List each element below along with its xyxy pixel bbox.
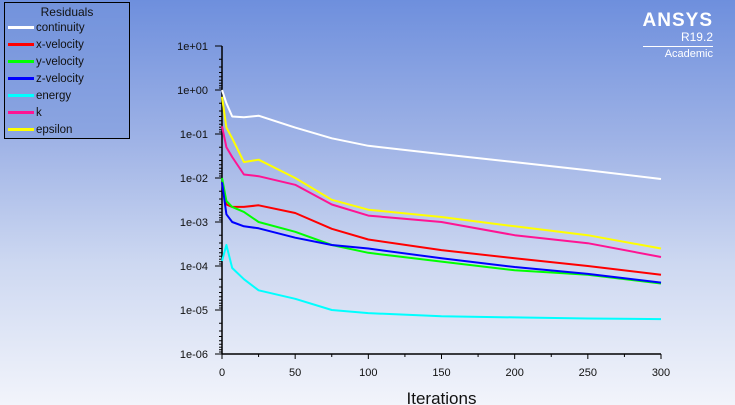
legend-label: continuity [36,21,85,34]
legend-item-k: k [5,104,129,121]
logo-brand: ANSYS [642,10,713,31]
logo-edition: Academic [642,46,713,60]
legend-swatch [8,77,34,80]
legend-label: y-velocity [36,55,84,68]
x-tick-label: 100 [359,367,377,379]
legend: Residuals continuity x-velocity y-velocity… [4,2,130,139]
y-tick-label: 1e-03 [180,217,208,229]
legend-label: energy [36,89,72,102]
legend-title: Residuals [40,5,94,19]
legend-label: k [36,106,42,119]
logo-version: R19.2 [680,30,713,44]
series-line-continuity [221,89,662,180]
y-tick-label: 1e-01 [180,129,208,141]
legend-swatch [8,128,34,131]
ansys-logo: ANSYS R19.2 Academic [642,10,713,60]
x-tick-label: 150 [432,367,450,379]
series-line-k [221,126,662,258]
series-line-y-velocity [221,177,662,285]
legend-label: x-velocity [36,38,84,51]
legend-swatch [8,94,34,97]
y-tick-label: 1e+01 [177,41,208,53]
y-tick-label: 1e-04 [180,261,208,273]
x-tick-label: 300 [652,367,670,379]
legend-swatch [8,60,34,63]
legend-label: epsilon [36,123,73,136]
y-tick-label: 1e-02 [180,173,208,185]
legend-item-continuity: continuity [5,19,129,36]
series-line-z-velocity [221,182,662,284]
y-tick-label: 1e-06 [180,349,208,361]
series-line-epsilon [221,96,662,250]
legend-item-epsilon: epsilon [5,121,129,138]
series-line-energy [221,244,662,321]
x-axis-label: Iterations [407,389,477,405]
y-tick-label: 1e-05 [180,305,208,317]
legend-item-z-velocity: z-velocity [5,70,129,87]
legend-item-y-velocity: y-velocity [5,53,129,70]
x-tick-label: 0 [219,367,225,379]
legend-swatch [8,43,34,46]
legend-item-x-velocity: x-velocity [5,36,129,53]
legend-swatch [8,111,34,114]
y-tick-label: 1e+00 [177,85,208,97]
legend-item-energy: energy [5,87,129,104]
legend-swatch [8,26,34,29]
legend-label: z-velocity [36,72,84,85]
x-tick-label: 50 [289,367,301,379]
x-tick-label: 250 [579,367,597,379]
x-tick-label: 200 [505,367,523,379]
